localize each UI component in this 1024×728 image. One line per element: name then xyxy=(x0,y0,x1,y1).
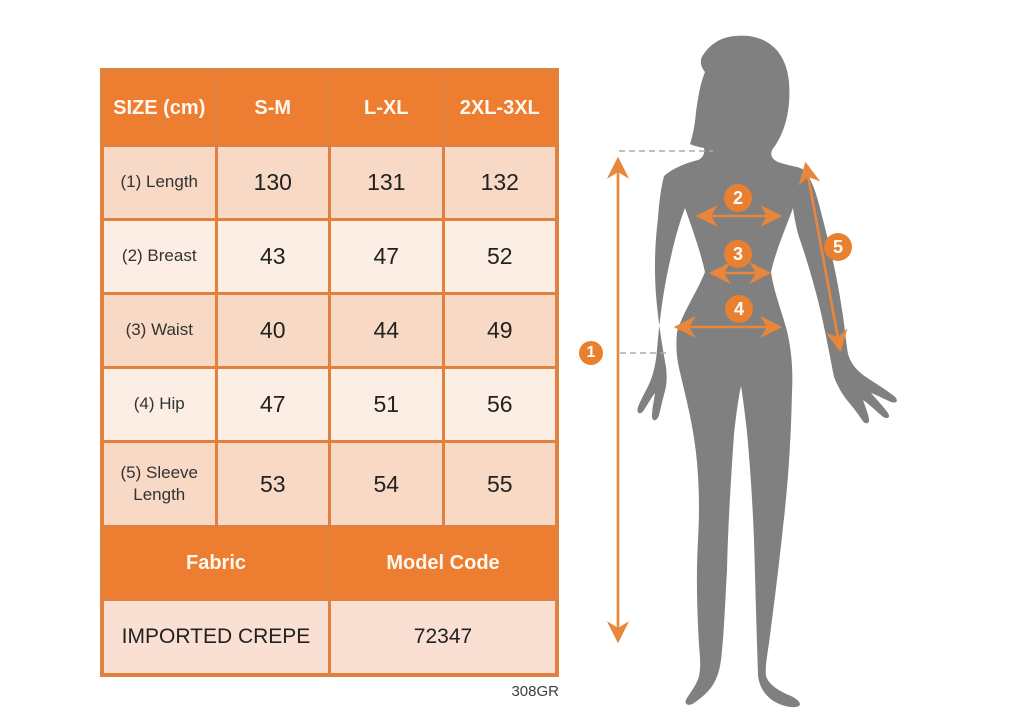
figure-marker-hip: 4 xyxy=(725,295,753,323)
table-row-hip: (4) Hip 47 51 56 xyxy=(104,369,555,440)
model-code-header: Model Code xyxy=(331,528,555,598)
cell-length-s-m: 130 xyxy=(217,147,328,218)
row-label-waist: (3) Waist xyxy=(104,295,215,366)
figure-marker-length-number: 1 xyxy=(586,344,596,361)
row-label-sleeve-length: (5) Sleeve Length xyxy=(104,443,215,525)
cell-sleeve-2xl-3xl: 55 xyxy=(444,443,555,525)
cell-hip-l-xl: 51 xyxy=(331,369,442,440)
table-row-breast: (2) Breast 43 47 52 xyxy=(104,221,555,292)
cell-waist-l-xl: 44 xyxy=(331,295,442,366)
size-chart-table: SIZE (cm) S-M L-XL 2XL-3XL (1) Length 13… xyxy=(100,68,559,677)
cell-sleeve-l-xl: 54 xyxy=(331,443,442,525)
product-code-footnote: 308GR xyxy=(511,683,559,700)
cell-breast-2xl-3xl: 52 xyxy=(444,221,555,292)
row-label-length: (1) Length xyxy=(104,147,215,218)
figure-marker-sleeve-number: 5 xyxy=(832,237,843,257)
row-label-hip: (4) Hip xyxy=(104,369,215,440)
cell-waist-s-m: 40 xyxy=(217,295,328,366)
size-unit-header: SIZE (cm) xyxy=(104,72,215,144)
column-header-s-m: S-M xyxy=(217,72,328,144)
table-row-sleeve-length: (5) Sleeve Length 53 54 55 xyxy=(104,443,555,525)
cell-waist-2xl-3xl: 49 xyxy=(444,295,555,366)
figure-marker-breast: 2 xyxy=(724,184,752,212)
body-silhouette-figure xyxy=(637,35,897,708)
figure-marker-hip-number: 4 xyxy=(733,299,744,319)
sleeve-measure-arrow xyxy=(798,161,848,353)
info-value-row: IMPORTED CREPE 72347 xyxy=(104,601,555,673)
figure-marker-sleeve: 5 xyxy=(824,233,852,261)
figure-marker-breast-number: 2 xyxy=(732,188,743,208)
table-row-waist: (3) Waist 40 44 49 xyxy=(104,295,555,366)
cell-length-2xl-3xl: 132 xyxy=(444,147,555,218)
figure-marker-waist: 3 xyxy=(724,240,752,268)
cell-length-l-xl: 131 xyxy=(331,147,442,218)
info-header-row: Fabric Model Code xyxy=(104,528,555,598)
model-code-value: 72347 xyxy=(331,601,555,673)
fabric-header: Fabric xyxy=(104,528,328,598)
column-header-2xl-3xl: 2XL-3XL xyxy=(444,72,555,144)
cell-breast-s-m: 43 xyxy=(217,221,328,292)
column-header-l-xl: L-XL xyxy=(331,72,442,144)
size-header-row: SIZE (cm) S-M L-XL 2XL-3XL xyxy=(104,72,555,144)
cell-breast-l-xl: 47 xyxy=(331,221,442,292)
table-row-length: (1) Length 130 131 132 xyxy=(104,147,555,218)
figure-marker-waist-number: 3 xyxy=(732,244,743,264)
cell-sleeve-s-m: 53 xyxy=(217,443,328,525)
row-label-breast: (2) Breast xyxy=(104,221,215,292)
measurement-diagram xyxy=(606,35,897,708)
fabric-value: IMPORTED CREPE xyxy=(104,601,328,673)
cell-hip-s-m: 47 xyxy=(217,369,328,440)
cell-hip-2xl-3xl: 56 xyxy=(444,369,555,440)
figure-marker-length: 1 xyxy=(579,341,603,365)
